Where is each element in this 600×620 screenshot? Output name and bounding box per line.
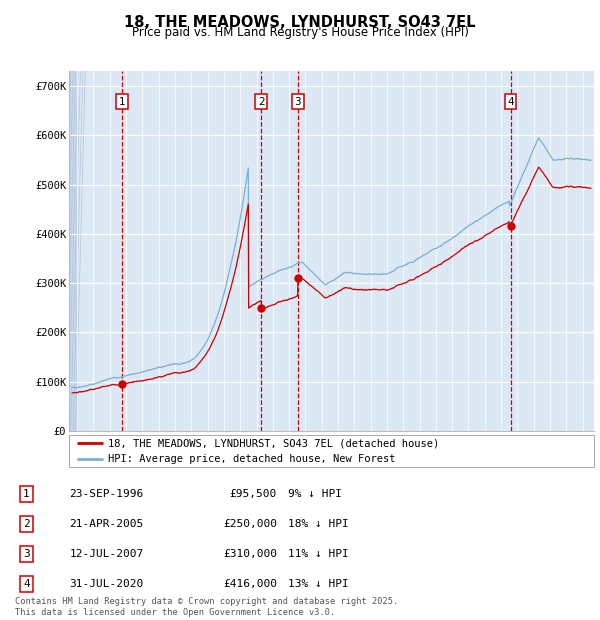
Text: 2: 2 bbox=[23, 519, 30, 529]
Text: 11% ↓ HPI: 11% ↓ HPI bbox=[289, 549, 349, 559]
Text: 23-SEP-1996: 23-SEP-1996 bbox=[70, 489, 144, 498]
Text: 4: 4 bbox=[507, 97, 514, 107]
Text: 3: 3 bbox=[23, 549, 30, 559]
Text: 12-JUL-2007: 12-JUL-2007 bbox=[70, 549, 144, 559]
Text: £250,000: £250,000 bbox=[223, 519, 277, 529]
Text: 3: 3 bbox=[295, 97, 301, 107]
Text: £416,000: £416,000 bbox=[223, 579, 277, 590]
Text: 18, THE MEADOWS, LYNDHURST, SO43 7EL: 18, THE MEADOWS, LYNDHURST, SO43 7EL bbox=[124, 15, 476, 30]
Text: 31-JUL-2020: 31-JUL-2020 bbox=[70, 579, 144, 590]
Text: £310,000: £310,000 bbox=[223, 549, 277, 559]
Text: 13% ↓ HPI: 13% ↓ HPI bbox=[289, 579, 349, 590]
Text: HPI: Average price, detached house, New Forest: HPI: Average price, detached house, New … bbox=[109, 454, 396, 464]
Text: 18% ↓ HPI: 18% ↓ HPI bbox=[289, 519, 349, 529]
Text: 9% ↓ HPI: 9% ↓ HPI bbox=[289, 489, 343, 498]
Text: £95,500: £95,500 bbox=[230, 489, 277, 498]
Text: 4: 4 bbox=[23, 579, 30, 590]
Text: 1: 1 bbox=[118, 97, 125, 107]
Text: 1: 1 bbox=[23, 489, 30, 498]
Text: 2: 2 bbox=[258, 97, 265, 107]
Text: Price paid vs. HM Land Registry's House Price Index (HPI): Price paid vs. HM Land Registry's House … bbox=[131, 27, 469, 39]
Text: 21-APR-2005: 21-APR-2005 bbox=[70, 519, 144, 529]
Text: Contains HM Land Registry data © Crown copyright and database right 2025.
This d: Contains HM Land Registry data © Crown c… bbox=[15, 598, 398, 617]
Text: 18, THE MEADOWS, LYNDHURST, SO43 7EL (detached house): 18, THE MEADOWS, LYNDHURST, SO43 7EL (de… bbox=[109, 438, 440, 448]
